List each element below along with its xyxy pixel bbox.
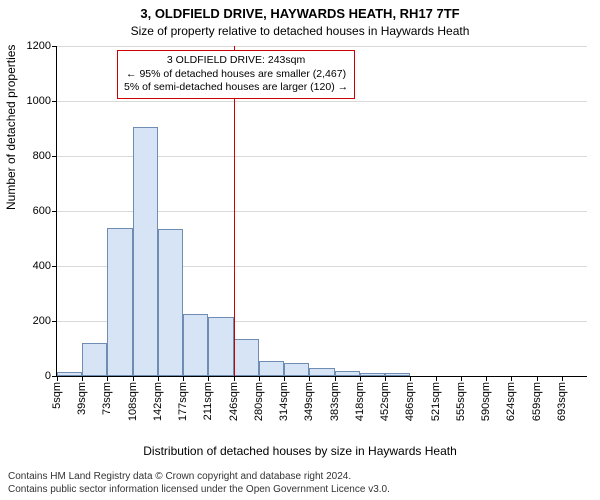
histogram-bar [82, 343, 107, 376]
xtick-label: 314sqm [278, 382, 290, 421]
footer-attribution: Contains HM Land Registry data © Crown c… [8, 471, 592, 496]
ytick-label: 600 [33, 205, 51, 217]
histogram-bar [183, 314, 208, 376]
xtick-mark [133, 376, 134, 381]
xtick-label: 452sqm [379, 382, 391, 421]
xtick-mark [57, 376, 58, 381]
ytick-mark [52, 101, 57, 102]
annotation-line3: 5% of semi-detached houses are larger (1… [124, 81, 348, 95]
chart-title-main: 3, OLDFIELD DRIVE, HAYWARDS HEATH, RH17 … [0, 6, 600, 21]
chart-title-sub: Size of property relative to detached ho… [0, 24, 600, 38]
histogram-bar [284, 363, 309, 376]
xtick-mark [284, 376, 285, 381]
histogram-bar [309, 368, 334, 376]
chart-container: 3, OLDFIELD DRIVE, HAYWARDS HEATH, RH17 … [0, 0, 600, 500]
xtick-mark [82, 376, 83, 381]
gridline [57, 46, 587, 47]
ytick-label: 800 [33, 150, 51, 162]
xtick-mark [461, 376, 462, 381]
annotation-box: 3 OLDFIELD DRIVE: 243sqm← 95% of detache… [117, 50, 355, 99]
annotation-line2: ← 95% of detached houses are smaller (2,… [124, 68, 348, 82]
xtick-mark [183, 376, 184, 381]
histogram-bar [259, 361, 284, 376]
xtick-mark [410, 376, 411, 381]
ytick-label: 400 [33, 260, 51, 272]
ytick-label: 200 [33, 315, 51, 327]
xtick-mark [537, 376, 538, 381]
histogram-bar [158, 229, 183, 376]
ytick-label: 0 [45, 370, 51, 382]
xtick-label: 280sqm [253, 382, 265, 421]
xtick-mark [335, 376, 336, 381]
histogram-bar [107, 228, 132, 377]
histogram-bar [234, 339, 259, 376]
ytick-mark [52, 321, 57, 322]
xtick-label: 39sqm [76, 382, 88, 415]
histogram-bar [57, 372, 82, 376]
histogram-bar [335, 371, 360, 376]
xtick-label: 590sqm [480, 382, 492, 421]
ytick-label: 1000 [27, 95, 51, 107]
xtick-mark [309, 376, 310, 381]
xtick-mark [562, 376, 563, 381]
histogram-bar [208, 317, 233, 376]
ytick-mark [52, 46, 57, 47]
xtick-label: 142sqm [152, 382, 164, 421]
footer-line2: Contains public sector information licen… [8, 484, 592, 497]
footer-line1: Contains HM Land Registry data © Crown c… [8, 471, 592, 484]
xtick-label: 418sqm [354, 382, 366, 421]
xtick-mark [158, 376, 159, 381]
histogram-bar [133, 127, 158, 376]
plot-area: 0200400600800100012005sqm39sqm73sqm108sq… [56, 46, 587, 377]
xtick-mark [259, 376, 260, 381]
xtick-mark [436, 376, 437, 381]
x-axis-label: Distribution of detached houses by size … [0, 444, 600, 458]
xtick-mark [234, 376, 235, 381]
xtick-label: 555sqm [455, 382, 467, 421]
xtick-label: 108sqm [127, 382, 139, 421]
xtick-label: 211sqm [202, 382, 214, 420]
xtick-label: 246sqm [228, 382, 240, 421]
xtick-mark [511, 376, 512, 381]
xtick-label: 693sqm [556, 382, 568, 421]
xtick-label: 383sqm [329, 382, 341, 421]
xtick-mark [107, 376, 108, 381]
annotation-line1: 3 OLDFIELD DRIVE: 243sqm [124, 54, 348, 68]
xtick-label: 73sqm [101, 382, 113, 415]
gridline [57, 101, 587, 102]
xtick-mark [360, 376, 361, 381]
xtick-mark [486, 376, 487, 381]
xtick-label: 486sqm [404, 382, 416, 421]
xtick-label: 521sqm [430, 382, 442, 421]
histogram-bar [385, 373, 410, 376]
ytick-mark [52, 211, 57, 212]
xtick-label: 624sqm [505, 382, 517, 421]
xtick-label: 177sqm [177, 382, 189, 421]
y-axis-label: Number of detached properties [4, 45, 18, 210]
xtick-label: 349sqm [303, 382, 315, 421]
histogram-bar [360, 373, 385, 376]
ytick-label: 1200 [27, 40, 51, 52]
ytick-mark [52, 156, 57, 157]
xtick-mark [208, 376, 209, 381]
xtick-mark [385, 376, 386, 381]
ytick-mark [52, 266, 57, 267]
xtick-label: 5sqm [51, 382, 63, 409]
xtick-label: 659sqm [531, 382, 543, 421]
